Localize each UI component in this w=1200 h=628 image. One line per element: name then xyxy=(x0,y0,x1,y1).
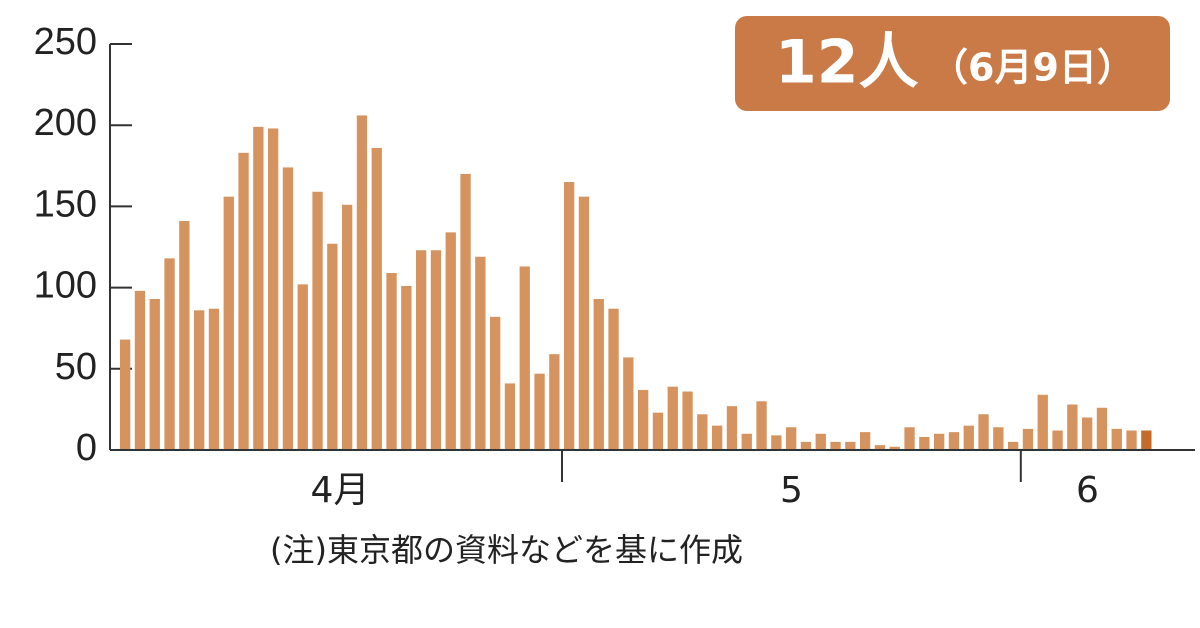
bar xyxy=(726,406,738,450)
bar xyxy=(712,425,723,450)
bar xyxy=(608,308,619,450)
bar xyxy=(312,191,323,450)
bar xyxy=(1022,428,1034,450)
bar xyxy=(430,250,442,450)
bar xyxy=(253,126,264,450)
bar xyxy=(830,441,841,450)
bar xyxy=(623,357,634,450)
bar xyxy=(149,298,160,450)
bar xyxy=(327,243,338,450)
bar xyxy=(874,445,886,450)
x-tick-label: 4月 xyxy=(311,470,370,511)
y-tick-label: 0 xyxy=(76,427,97,469)
bar xyxy=(356,115,368,451)
bar xyxy=(1111,428,1122,450)
bar xyxy=(519,266,530,450)
bar xyxy=(889,446,900,450)
bar xyxy=(564,182,575,451)
bar xyxy=(1067,404,1078,450)
bar xyxy=(134,290,146,450)
bar xyxy=(800,441,812,450)
bar xyxy=(208,308,220,450)
bar xyxy=(1008,441,1019,450)
bar xyxy=(756,401,767,450)
bar xyxy=(504,383,516,450)
bar xyxy=(238,152,249,451)
note: (注)東京都の資料などを基に作成 xyxy=(270,531,743,569)
y-tick-label: 100 xyxy=(34,265,97,307)
bar xyxy=(815,433,826,450)
bar xyxy=(593,298,604,450)
bar xyxy=(342,204,353,450)
bar xyxy=(445,232,456,450)
bar xyxy=(652,412,664,450)
bar xyxy=(845,441,856,450)
bar xyxy=(475,256,486,450)
bar xyxy=(978,414,989,450)
bar xyxy=(638,389,649,450)
y-tick-label: 200 xyxy=(34,102,97,144)
bar xyxy=(1037,394,1048,450)
bar xyxy=(860,432,871,450)
bar xyxy=(534,373,545,450)
bar xyxy=(120,339,131,450)
bar xyxy=(771,435,782,450)
bar xyxy=(682,391,693,450)
bar xyxy=(549,354,560,450)
bar xyxy=(578,196,590,450)
y-tick-label: 50 xyxy=(55,346,97,388)
bar xyxy=(904,427,915,450)
bar xyxy=(1082,417,1093,450)
bar xyxy=(667,386,678,450)
bar xyxy=(386,272,397,450)
bar xyxy=(401,285,412,450)
bar xyxy=(297,284,308,450)
bar xyxy=(268,128,279,450)
bar xyxy=(934,433,945,450)
bar xyxy=(993,427,1004,450)
bar xyxy=(1096,407,1108,450)
bar xyxy=(786,427,797,450)
bar xyxy=(460,173,471,451)
annotation-date: （6月9日） xyxy=(930,46,1135,90)
y-tick-label: 250 xyxy=(34,21,97,63)
bar xyxy=(1126,430,1137,450)
bar xyxy=(179,221,190,450)
y-tick-label: 150 xyxy=(34,183,97,225)
bar xyxy=(164,258,175,450)
bar xyxy=(194,310,205,450)
bar xyxy=(741,433,752,450)
bar xyxy=(490,316,501,450)
bar xyxy=(416,250,427,450)
bar xyxy=(282,167,294,450)
bar xyxy=(223,196,234,450)
bar xyxy=(697,414,708,450)
x-tick-label: 6 xyxy=(1076,470,1099,511)
bar xyxy=(919,437,930,450)
bar xyxy=(948,432,960,450)
annotation-box xyxy=(735,16,1170,111)
x-tick-label: 5 xyxy=(780,470,803,511)
bar xyxy=(1141,430,1152,450)
annotation-value: 12人 xyxy=(775,28,919,98)
bar xyxy=(1052,430,1063,450)
bar xyxy=(963,425,974,450)
bar xyxy=(371,147,382,450)
